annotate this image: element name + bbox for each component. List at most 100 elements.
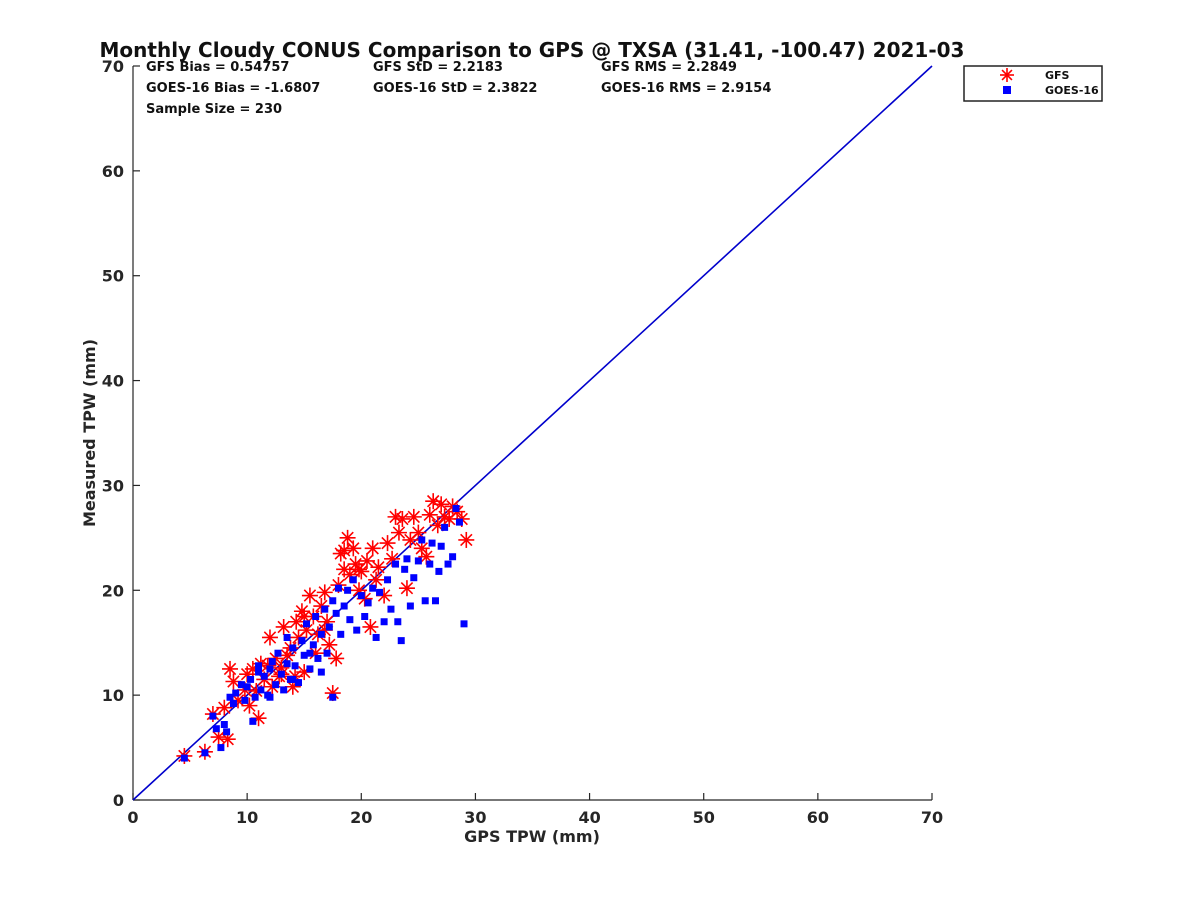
goes16-point bbox=[317, 630, 325, 638]
goes16-point bbox=[274, 649, 282, 657]
goes16-point bbox=[212, 725, 220, 733]
goes16-point bbox=[431, 597, 439, 605]
y-tick-label: 40 bbox=[102, 372, 124, 391]
goes16-point bbox=[435, 567, 443, 575]
goes16-point bbox=[428, 539, 436, 547]
goes16-point bbox=[452, 504, 460, 512]
goes16-point bbox=[449, 553, 457, 561]
y-tick-label: 30 bbox=[102, 476, 124, 495]
y-tick-label: 0 bbox=[113, 791, 124, 810]
gfs-point bbox=[296, 608, 313, 625]
gfs-point bbox=[225, 673, 242, 690]
gfs-rms-text: GFS RMS = 2.2849 bbox=[601, 60, 737, 75]
goes16-point bbox=[268, 658, 276, 666]
goes16-point bbox=[334, 584, 342, 592]
sample-size-text: Sample Size = 230 bbox=[146, 102, 282, 117]
goes16-point bbox=[329, 597, 337, 605]
gfs-point bbox=[336, 542, 353, 559]
goes16-point bbox=[266, 665, 274, 673]
goes16-point bbox=[306, 665, 314, 673]
goes16-point bbox=[237, 681, 245, 689]
goes16-point bbox=[312, 613, 320, 620]
goes-std-text: GOES-16 StD = 2.3822 bbox=[373, 81, 537, 96]
goes16-point bbox=[387, 605, 395, 613]
goes16-point bbox=[223, 728, 231, 736]
goes16-point bbox=[314, 654, 322, 662]
goes16-point bbox=[255, 668, 263, 676]
gfs-point bbox=[362, 618, 379, 635]
goes16-point bbox=[410, 574, 418, 582]
goes16-point bbox=[289, 675, 297, 683]
legend-goes16-marker bbox=[1003, 86, 1011, 94]
chart-title: Monthly Cloudy CONUS Comparison to GPS @… bbox=[100, 38, 965, 62]
goes16-point bbox=[283, 633, 291, 641]
gfs-point bbox=[405, 508, 422, 525]
legend-box bbox=[963, 65, 1103, 102]
goes16-point bbox=[283, 660, 291, 668]
goes16-point bbox=[306, 649, 314, 657]
gfs-point bbox=[398, 580, 415, 597]
x-tick-label: 60 bbox=[807, 808, 829, 827]
y-tick-label: 20 bbox=[102, 581, 124, 600]
x-tick-label: 50 bbox=[693, 808, 715, 827]
goes16-point bbox=[437, 542, 445, 550]
goes16-point bbox=[266, 693, 274, 701]
goes-rms-text: GOES-16 RMS = 2.9154 bbox=[601, 81, 771, 96]
y-tick-label: 50 bbox=[102, 267, 124, 286]
gfs-point bbox=[458, 531, 475, 548]
goes16-point bbox=[329, 693, 337, 701]
goes16-point bbox=[380, 618, 388, 626]
goes16-point bbox=[247, 675, 255, 683]
goes16-point bbox=[302, 620, 310, 628]
goes16-point bbox=[414, 557, 422, 565]
goes16-point bbox=[323, 649, 331, 657]
gfs-point bbox=[394, 510, 411, 527]
gfs-point bbox=[421, 506, 438, 523]
goes16-point bbox=[232, 689, 240, 697]
goes16-point bbox=[277, 670, 285, 678]
goes16-point bbox=[280, 686, 288, 694]
goes16-point bbox=[309, 641, 317, 649]
gfs-point bbox=[261, 629, 278, 646]
gfs-point bbox=[219, 731, 236, 748]
goes16-point bbox=[300, 651, 308, 659]
goes16-point bbox=[357, 592, 365, 600]
goes16-point bbox=[229, 700, 237, 708]
legend-gfs-marker bbox=[1000, 68, 1014, 82]
goes16-point bbox=[372, 633, 380, 641]
goes16-point bbox=[421, 597, 429, 605]
y-tick-label: 10 bbox=[102, 686, 124, 705]
gfs-point bbox=[328, 650, 345, 667]
goes16-point bbox=[255, 662, 263, 670]
gfs-point bbox=[364, 540, 381, 557]
goes16-point bbox=[344, 586, 352, 594]
x-tick-label: 20 bbox=[350, 808, 372, 827]
goes16-point bbox=[321, 605, 329, 613]
gfs-point bbox=[222, 660, 239, 677]
goes16-point bbox=[426, 560, 434, 568]
goes16-point bbox=[295, 679, 303, 687]
x-axis-label: GPS TPW (mm) bbox=[464, 827, 600, 846]
goes16-point bbox=[317, 668, 325, 676]
gfs-std-text: GFS StD = 2.2183 bbox=[373, 60, 503, 75]
gfs-point bbox=[316, 584, 333, 601]
gfs-point bbox=[275, 618, 292, 635]
goes16-point bbox=[394, 618, 402, 626]
goes16-point bbox=[353, 626, 361, 634]
goes16-point bbox=[384, 576, 392, 584]
plot-area bbox=[132, 66, 932, 801]
goes16-point bbox=[460, 620, 468, 628]
y-axis-label: Measured TPW (mm) bbox=[80, 339, 99, 527]
gfs-point bbox=[370, 559, 387, 576]
goes16-point bbox=[361, 613, 369, 620]
gfs-point bbox=[216, 699, 233, 716]
gfs-point bbox=[390, 524, 407, 541]
goes16-point bbox=[243, 683, 251, 691]
goes16-point bbox=[251, 693, 259, 701]
x-tick-label: 10 bbox=[236, 808, 258, 827]
legend-goes16-label: GOES-16 bbox=[1045, 84, 1099, 97]
goes16-point bbox=[209, 712, 217, 720]
gfs-point bbox=[358, 552, 375, 569]
